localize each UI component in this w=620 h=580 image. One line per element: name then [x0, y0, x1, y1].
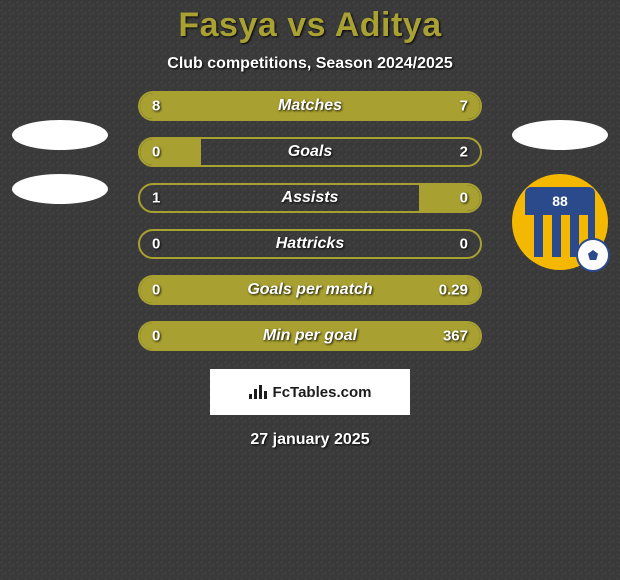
stat-right-value: 0.29: [439, 282, 468, 299]
stat-label: Hattricks: [140, 235, 480, 253]
stat-row: 0Goals2: [138, 137, 482, 167]
source-text: FcTables.com: [273, 384, 372, 401]
stat-right-value: 367: [443, 328, 468, 345]
stat-label: Min per goal: [140, 327, 480, 345]
stat-label: Matches: [140, 97, 480, 115]
stat-label: Goals per match: [140, 281, 480, 299]
stat-row: 1Assists0: [138, 183, 482, 213]
left-club-placeholder-2: [12, 174, 108, 204]
snapshot-date: 27 january 2025: [250, 431, 369, 449]
stats-comparison-list: 8Matches70Goals21Assists00Hattricks00Goa…: [138, 91, 482, 351]
left-club-placeholder-1: [12, 120, 108, 150]
page-title: Fasya vs Aditya: [178, 6, 441, 45]
soccer-ball-icon: [576, 238, 610, 272]
right-club-badge: 88: [512, 174, 608, 270]
stat-row: 0Min per goal367: [138, 321, 482, 351]
stat-right-value: 2: [460, 144, 468, 161]
soccer-ball-pentagon: [588, 250, 598, 260]
source-attribution: FcTables.com: [210, 369, 410, 415]
left-player-badges: [12, 120, 108, 204]
stat-right-value: 0: [460, 190, 468, 207]
stat-row: 0Hattricks0: [138, 229, 482, 259]
stat-row: 8Matches7: [138, 91, 482, 121]
club-badge-circle: 88: [512, 174, 608, 270]
stat-label: Assists: [140, 189, 480, 207]
stat-right-value: 0: [460, 236, 468, 253]
comparison-card: Fasya vs Aditya Club competitions, Seaso…: [0, 0, 620, 580]
page-subtitle: Club competitions, Season 2024/2025: [167, 55, 452, 73]
stat-right-value: 7: [460, 98, 468, 115]
right-player-badges: 88: [512, 120, 608, 270]
stat-row: 0Goals per match0.29: [138, 275, 482, 305]
bar-chart-icon: [249, 385, 267, 399]
club-badge-number: 88: [525, 187, 595, 215]
right-club-placeholder-1: [512, 120, 608, 150]
stat-label: Goals: [140, 143, 480, 161]
